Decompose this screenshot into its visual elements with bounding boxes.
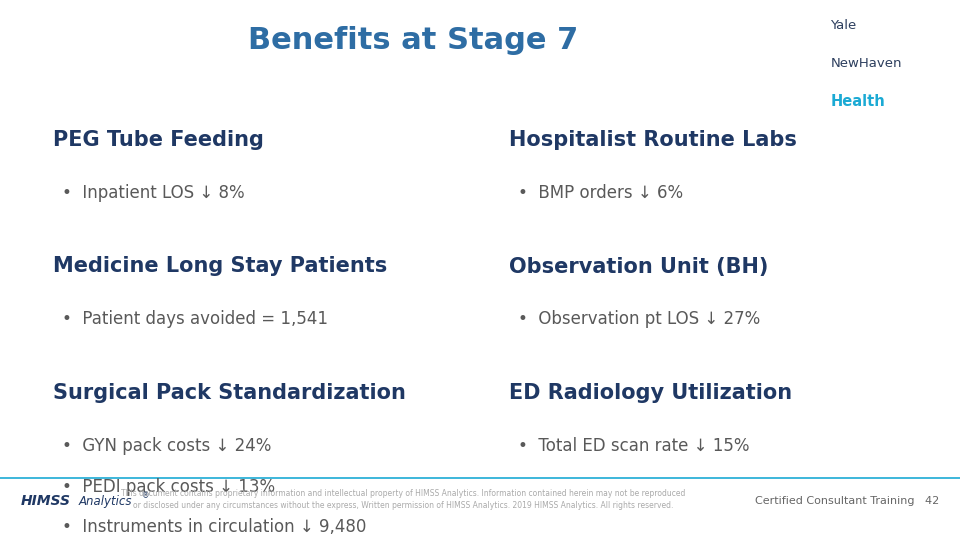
Text: HIMSS: HIMSS — [21, 494, 71, 508]
Text: PEG Tube Feeding: PEG Tube Feeding — [53, 130, 264, 150]
Text: NewHaven: NewHaven — [830, 57, 901, 70]
Text: Surgical Pack Standardization: Surgical Pack Standardization — [53, 383, 406, 403]
Text: Benefits at Stage 7: Benefits at Stage 7 — [248, 26, 578, 55]
Text: This document contains proprietary information and intellectual property of HIMS: This document contains proprietary infor… — [121, 489, 685, 510]
Text: •  BMP orders ↓ 6%: • BMP orders ↓ 6% — [518, 184, 684, 201]
Text: Hospitalist Routine Labs: Hospitalist Routine Labs — [509, 130, 797, 150]
Text: Health: Health — [830, 94, 885, 110]
Text: Analytics: Analytics — [79, 495, 132, 508]
Text: Yale: Yale — [830, 19, 856, 32]
Text: •  Patient days avoided = 1,541: • Patient days avoided = 1,541 — [62, 310, 328, 328]
Text: •  Inpatient LOS ↓ 8%: • Inpatient LOS ↓ 8% — [62, 184, 245, 201]
Text: •  Total ED scan rate ↓ 15%: • Total ED scan rate ↓ 15% — [518, 437, 750, 455]
Text: ED Radiology Utilization: ED Radiology Utilization — [509, 383, 792, 403]
Text: •  Observation pt LOS ↓ 27%: • Observation pt LOS ↓ 27% — [518, 310, 760, 328]
Text: •  PEDI pack costs ↓ 13%: • PEDI pack costs ↓ 13% — [62, 478, 276, 496]
Text: •  Instruments in circulation ↓ 9,480: • Instruments in circulation ↓ 9,480 — [62, 518, 367, 536]
Text: Certified Consultant Training   42: Certified Consultant Training 42 — [755, 496, 939, 506]
Text: Observation Unit (BH): Observation Unit (BH) — [509, 256, 768, 276]
Text: •  GYN pack costs ↓ 24%: • GYN pack costs ↓ 24% — [62, 437, 272, 455]
Text: Medicine Long Stay Patients: Medicine Long Stay Patients — [53, 256, 387, 276]
Text: ®: ® — [142, 491, 150, 500]
